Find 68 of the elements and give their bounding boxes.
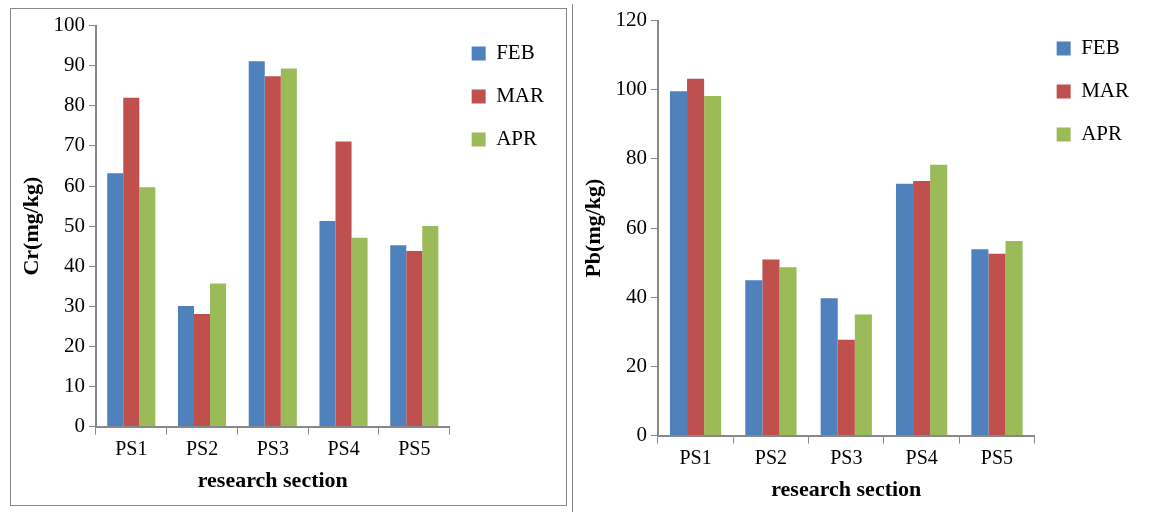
bar xyxy=(194,313,211,427)
bar xyxy=(779,267,797,436)
legend-label: FEB xyxy=(1081,35,1120,60)
x-tick-label: PS5 xyxy=(398,436,431,459)
legend-label: APR xyxy=(1081,121,1123,146)
bar xyxy=(837,339,855,436)
y-tick-label: 60 xyxy=(625,214,647,239)
bar xyxy=(930,164,948,436)
x-tick-label: PS1 xyxy=(679,445,712,468)
y-tick-label: 10 xyxy=(63,373,85,398)
x-tick-label: PS4 xyxy=(905,445,938,468)
y-tick-label: 20 xyxy=(63,332,85,357)
y-axis-title: Pb(mg/kg) xyxy=(579,178,605,278)
bar xyxy=(351,237,368,427)
bar xyxy=(971,249,989,436)
legend-label: MAR xyxy=(496,83,545,108)
bar xyxy=(390,245,407,427)
x-tick-label: PS3 xyxy=(256,436,289,459)
y-tick-label: 50 xyxy=(63,212,85,237)
bar xyxy=(335,141,352,427)
legend-label: FEB xyxy=(496,40,535,65)
y-tick-label: 100 xyxy=(53,12,85,37)
bar xyxy=(1005,240,1023,436)
legend-label: MAR xyxy=(1081,78,1130,103)
x-axis-title: research section xyxy=(771,476,922,502)
bar xyxy=(280,68,297,427)
bar xyxy=(107,173,124,427)
bar xyxy=(210,283,227,427)
y-tick-label: 100 xyxy=(615,76,647,101)
legend-label: APR xyxy=(496,126,538,151)
bar xyxy=(139,187,156,427)
x-tick-label: PS5 xyxy=(980,445,1014,468)
bar xyxy=(177,305,195,427)
y-tick-label: 40 xyxy=(63,252,85,277)
y-tick-label: 60 xyxy=(63,172,85,197)
y-tick-label: 20 xyxy=(625,352,647,377)
y-tick-label: 0 xyxy=(636,422,647,447)
y-tick-label: 70 xyxy=(63,132,85,157)
bar xyxy=(896,183,914,436)
x-tick-label: PS3 xyxy=(830,445,863,468)
x-tick-label: PS4 xyxy=(327,436,360,459)
x-tick-label: PS1 xyxy=(115,436,148,459)
y-tick-label: 80 xyxy=(625,145,647,170)
bar xyxy=(319,220,336,427)
y-tick-label: 30 xyxy=(63,292,85,317)
y-tick-label: 40 xyxy=(625,283,647,308)
y-axis-title: Cr(mg/kg) xyxy=(17,176,43,276)
bar xyxy=(406,250,423,427)
y-tick-label: 90 xyxy=(63,52,85,77)
x-tick-label: PS2 xyxy=(185,436,219,459)
bar xyxy=(820,298,838,436)
x-tick-label: PS2 xyxy=(754,445,788,468)
bar xyxy=(422,226,439,427)
bar xyxy=(854,314,872,436)
bar xyxy=(762,259,780,436)
bar xyxy=(913,181,931,436)
bar xyxy=(123,97,140,427)
y-tick-label: 80 xyxy=(63,92,85,117)
bar xyxy=(745,280,763,436)
y-tick-label: 120 xyxy=(615,7,647,32)
bar xyxy=(988,253,1006,436)
bar xyxy=(669,91,688,436)
x-axis-title: research section xyxy=(197,467,348,493)
bar xyxy=(248,61,265,427)
bar xyxy=(704,95,722,436)
bar xyxy=(264,76,281,427)
y-tick-label: 0 xyxy=(74,413,85,438)
bar xyxy=(687,78,705,436)
